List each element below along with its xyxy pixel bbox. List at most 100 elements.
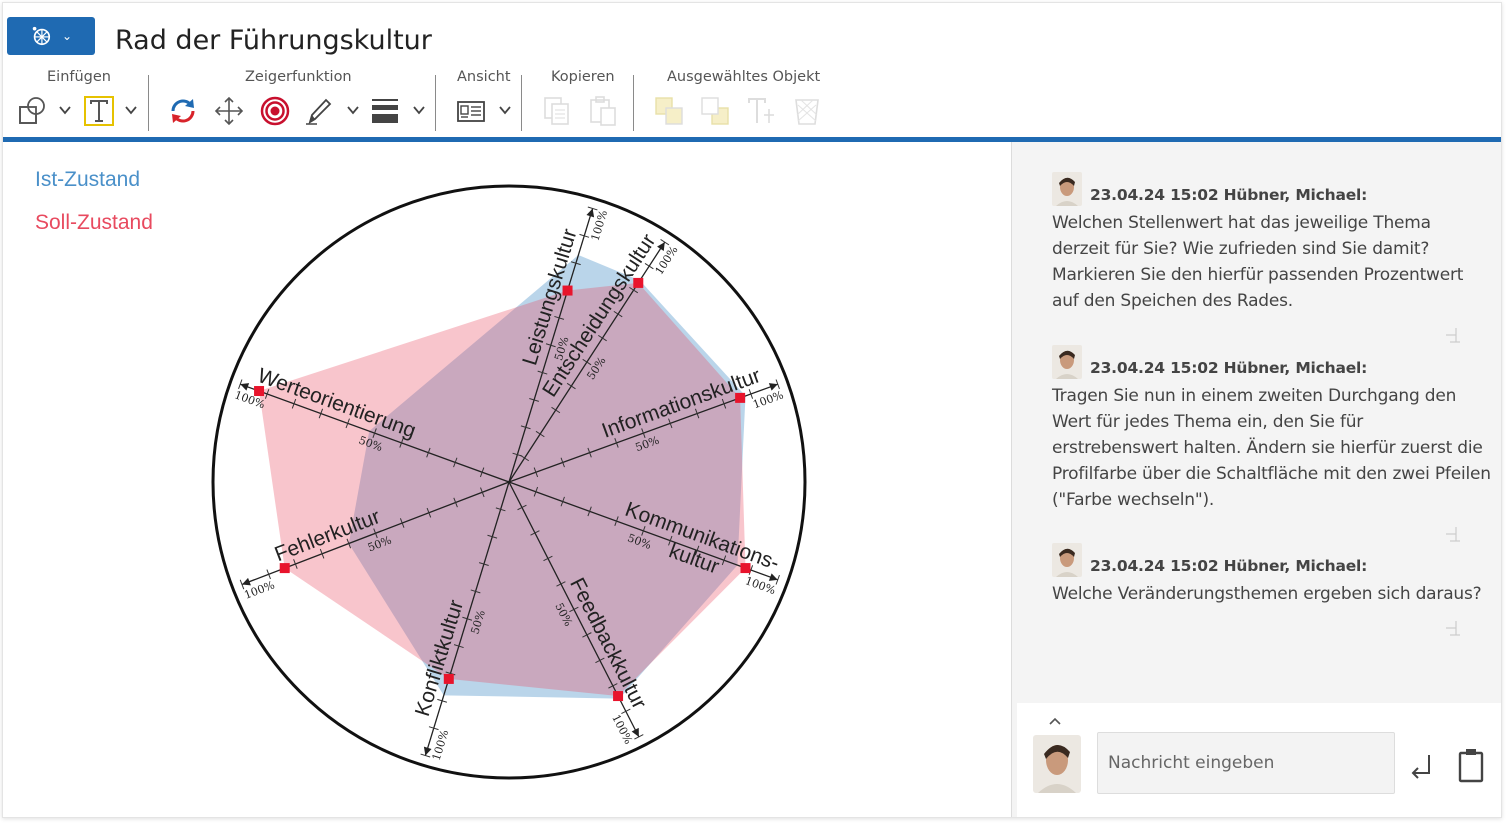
group-label-view: Ansicht <box>457 69 511 85</box>
spoke-tick <box>428 726 439 731</box>
app-menu-button[interactable]: ⌄ <box>7 17 95 55</box>
paste-button[interactable] <box>585 93 621 129</box>
spoke-tick <box>318 408 324 419</box>
move-button[interactable] <box>211 93 247 129</box>
soll-marker <box>279 563 290 574</box>
insert-shape-button[interactable] <box>15 93 51 129</box>
spoke-arrowhead <box>241 577 251 586</box>
spoke-tick <box>537 370 548 375</box>
spoke-tick <box>420 753 431 758</box>
pointer-button[interactable] <box>257 93 293 129</box>
bring-front-icon <box>655 97 683 125</box>
spoke-tick <box>319 548 325 559</box>
spoke-tick <box>372 428 377 438</box>
spoke-tick <box>291 398 297 409</box>
chevron-up-icon[interactable] <box>1047 715 1063 727</box>
leadership-wheel[interactable]: Leistungskultur50%100%Entscheidungskultu… <box>3 142 1011 817</box>
spoke-tick <box>437 698 448 703</box>
line-style-button[interactable] <box>367 93 403 129</box>
paste-icon <box>590 96 616 126</box>
spoke-tick <box>775 379 780 390</box>
spoke-tick <box>453 497 458 508</box>
spoke-arrowhead <box>631 727 639 737</box>
message-text: Welchen Stellenwert hat das jeweilige Th… <box>1052 213 1464 311</box>
bring-front-button[interactable] <box>651 93 687 129</box>
spoke-tick <box>399 438 404 448</box>
pin-icon[interactable] <box>1444 619 1462 637</box>
copy-button[interactable] <box>539 93 575 129</box>
soll-marker <box>254 386 265 397</box>
message-composer <box>1017 703 1501 817</box>
pin-icon[interactable] <box>1444 326 1462 344</box>
chat-message: 23.04.24 15:02 Hübner, Michael: Welche V… <box>1052 543 1492 607</box>
group-label-insert: Einfügen <box>47 69 111 85</box>
spoke-arrowhead <box>768 383 778 391</box>
line-style-icon <box>372 99 398 123</box>
spoke-tick <box>543 555 553 562</box>
spoke-arrowhead <box>768 573 778 581</box>
insert-text-button[interactable] <box>81 93 117 129</box>
pen-button[interactable] <box>301 93 337 129</box>
whiteboard-canvas[interactable]: Ist-Zustand Soll-Zustand Leistungskultur… <box>3 142 1011 817</box>
chevron-down-icon[interactable] <box>123 101 139 119</box>
delete-button[interactable] <box>789 93 825 129</box>
soll-marker <box>613 691 624 702</box>
spoke-tick <box>748 565 754 575</box>
chevron-down-icon[interactable] <box>497 101 513 119</box>
soll-profile-area <box>259 282 746 697</box>
spoke-tick <box>345 418 350 429</box>
chevron-down-icon[interactable] <box>57 101 73 119</box>
edit-text-button[interactable] <box>743 93 779 129</box>
chevron-down-icon[interactable] <box>345 101 361 119</box>
spoke-tick <box>426 507 432 518</box>
spoke-tick <box>660 238 670 246</box>
spoke-tick <box>694 408 700 419</box>
message-text: Tragen Sie nun in einem zweiten Durchgan… <box>1052 386 1491 510</box>
spoke-tick <box>529 398 540 402</box>
soll-marker <box>562 285 573 296</box>
soll-marker <box>443 673 454 684</box>
spoke-tick <box>399 518 405 528</box>
spoke-arrowhead <box>423 746 432 756</box>
send-back-button[interactable] <box>697 93 733 129</box>
spoke-tick <box>587 447 592 458</box>
spoke-arrowhead <box>657 242 665 252</box>
view-button[interactable] <box>453 93 489 129</box>
spoke-tick <box>480 487 485 498</box>
wheel-icon <box>32 26 51 46</box>
switch-color-button[interactable] <box>165 93 201 129</box>
spoke-arrowhead <box>240 383 250 391</box>
spoke-tick <box>569 606 579 613</box>
spoke-tick <box>533 486 539 497</box>
spoke-tick <box>582 358 592 366</box>
spoke-tick <box>748 389 754 399</box>
spoke-tick <box>520 425 531 430</box>
spoke-tick <box>462 616 473 621</box>
target-icon <box>260 96 290 126</box>
spoke-tick <box>608 683 618 689</box>
toolbar-divider <box>435 75 436 131</box>
group-label-pointer: Zeigerfunktion <box>245 69 352 85</box>
spoke-tick <box>239 579 245 590</box>
spoke-tick <box>373 528 378 539</box>
toolbar-accent-bar <box>3 137 1501 142</box>
toolbar-divider <box>521 75 522 131</box>
switch-color-icon <box>171 99 195 123</box>
message-meta: 23.04.24 15:02 Hübner, Michael: <box>1090 557 1368 575</box>
move-icon <box>214 96 244 126</box>
header: ⌄ Rad der Führungskultur Einfügen Zeiger… <box>3 3 1501 137</box>
clipboard-icon[interactable] <box>1457 747 1485 783</box>
chevron-down-icon[interactable] <box>411 101 427 119</box>
send-icon[interactable] <box>1407 751 1435 783</box>
pin-icon[interactable] <box>1444 525 1462 543</box>
spoke-tick <box>587 506 592 517</box>
avatar <box>1052 543 1082 577</box>
group-label-copy: Kopieren <box>551 69 615 85</box>
spoke-tick <box>668 418 673 429</box>
shapes-icon <box>19 97 45 124</box>
spoke-tick <box>478 562 489 566</box>
message-input[interactable] <box>1097 732 1395 794</box>
legend-soll: Soll-Zustand <box>35 211 153 234</box>
spoke-tick <box>479 467 485 478</box>
legend-ist: Ist-Zustand <box>35 168 141 191</box>
